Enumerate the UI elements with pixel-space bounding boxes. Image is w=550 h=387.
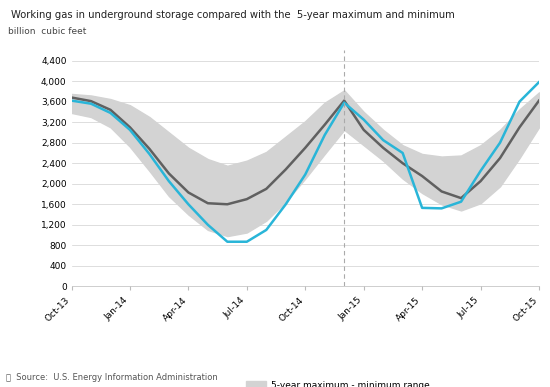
Text: Working gas in underground storage compared with the  5-year maximum and minimum: Working gas in underground storage compa…: [11, 10, 455, 20]
Legend: 5-year maximum - minimum range, Lower 48, 5-year average: 5-year maximum - minimum range, Lower 48…: [246, 380, 430, 387]
Text: billion  cubic feet: billion cubic feet: [8, 27, 87, 36]
Text: ⓘ  Source:  U.S. Energy Information Administration: ⓘ Source: U.S. Energy Information Admini…: [6, 373, 217, 382]
